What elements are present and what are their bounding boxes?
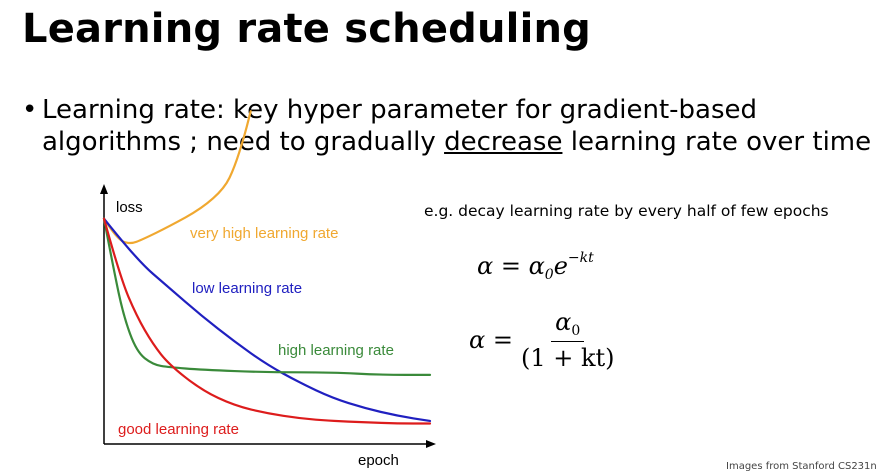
chart-svg: loss epoch very high learning rate low lear…: [100, 110, 436, 469]
formula2-lhs: α =: [469, 326, 513, 354]
formula1-base: e: [553, 252, 568, 280]
chart-lines: [102, 110, 432, 425]
bullet-text-suffix: learning rate over time: [562, 127, 872, 157]
formula2-fraction: α0 (1 + kt): [521, 308, 615, 372]
formula2-numerator: α0: [551, 308, 585, 342]
formula1-sub: 0: [544, 267, 554, 283]
inverse-decay-formula: α = α0 (1 + kt): [469, 308, 615, 372]
x-axis-arrow: [426, 440, 436, 448]
bullet-text-prefix: Learning rate: key hyper parameter for g…: [42, 95, 757, 157]
formula1-exponent: −kt: [567, 250, 594, 266]
series-line-good-learning-rate: [102, 217, 432, 425]
series-label-very-high-learning-rate: very high learning rate: [190, 225, 338, 242]
series-line-low-learning-rate: [102, 217, 432, 423]
formula2-numerator-symbol: α: [555, 308, 572, 336]
series-label-good-learning-rate: good learning rate: [118, 421, 239, 438]
series-label-high-learning-rate: high learning rate: [278, 342, 394, 359]
formula2-numerator-sub: 0: [571, 323, 581, 339]
bullet-marker: •: [22, 95, 38, 125]
formula1-lhs: α = α: [477, 252, 545, 280]
chart-axes: [100, 184, 436, 448]
formula2-denominator: (1 + kt): [520, 344, 615, 372]
bullet-text-underlined: decrease: [444, 127, 563, 157]
y-axis-label: loss: [116, 199, 143, 216]
series-line-very-high-learning-rate: [102, 110, 252, 245]
series-label-low-learning-rate: low learning rate: [192, 280, 302, 297]
loss-vs-epoch-chart: loss epoch very high learning rate low lear…: [90, 110, 440, 471]
example-text: e.g. decay learning rate by every half o…: [424, 202, 829, 220]
bullet-text: Learning rate: key hyper parameter for g…: [42, 94, 882, 158]
exponential-decay-formula: α = α0e−kt: [477, 250, 594, 283]
slide-title: Learning rate scheduling: [22, 6, 592, 52]
x-axis-label: epoch: [358, 452, 399, 469]
chart-labels: loss epoch very high learning rate low lear…: [116, 199, 399, 469]
image-credit: Images from Stanford CS231n: [726, 461, 877, 471]
